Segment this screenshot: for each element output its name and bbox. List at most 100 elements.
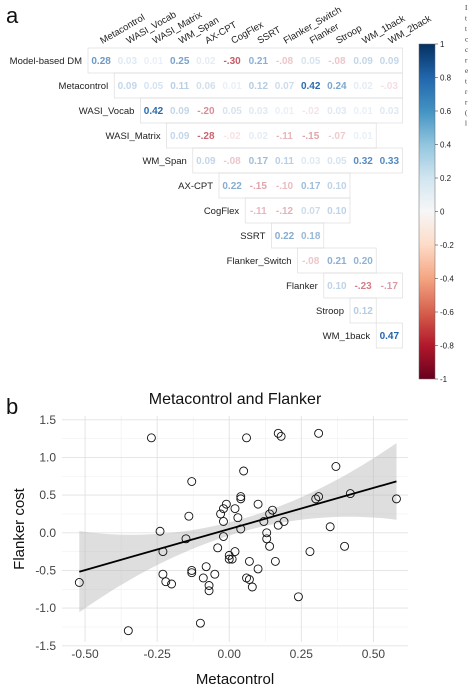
cell-value: 0.10 <box>327 281 347 292</box>
data-point <box>279 517 289 526</box>
data-point <box>187 565 197 575</box>
data-point <box>262 528 272 538</box>
cell-value: 0.05 <box>144 81 164 92</box>
regression-line <box>79 480 397 573</box>
data-point <box>184 511 194 521</box>
y-tick-label: 0.5 <box>39 488 56 502</box>
data-point <box>187 568 197 578</box>
data-point <box>392 494 401 504</box>
cell-value: 0.01 <box>275 106 295 117</box>
data-point <box>244 556 254 566</box>
data-point <box>325 522 335 532</box>
cell-value: -.15 <box>302 131 320 142</box>
cell-value: 0.02 <box>196 56 216 67</box>
side-text-char: I <box>465 4 468 12</box>
data-point <box>253 499 263 509</box>
side-text-char: ( <box>465 109 468 117</box>
side-text-char: l <box>465 120 467 128</box>
x-tick-label: 0.50 <box>362 647 386 661</box>
data-point <box>270 556 280 566</box>
data-point <box>210 569 220 579</box>
cell-value: 0.09 <box>380 56 400 67</box>
side-text-char: c <box>465 36 468 44</box>
cell-value: 0.21 <box>327 256 347 267</box>
data-point <box>158 569 168 579</box>
data-point <box>233 513 243 523</box>
y-tick-label: 1.5 <box>39 413 56 427</box>
cell-value: 0.01 <box>353 131 373 142</box>
cell-value: -.07 <box>328 131 346 142</box>
data-point <box>181 534 191 544</box>
cell-value: 0.02 <box>249 131 269 142</box>
data-point <box>230 504 240 514</box>
side-text-char: t <box>465 78 467 86</box>
cell-value: -.20 <box>197 106 215 117</box>
cell-value: 0.07 <box>301 206 321 217</box>
plot-background <box>62 416 408 642</box>
cell-value: 0.06 <box>196 81 216 92</box>
data-point <box>167 579 177 589</box>
cell-value: 0.03 <box>249 106 269 117</box>
row-label: Model-based DM <box>10 56 82 67</box>
cell-value: 0.18 <box>301 231 321 242</box>
data-point <box>239 466 249 476</box>
x-tick-label: -0.50 <box>71 647 99 661</box>
cell-value: 0.01 <box>353 106 373 117</box>
cell-value: 0.03 <box>327 106 347 117</box>
cell-value: -.23 <box>354 281 372 292</box>
cell-value: 0.09 <box>118 81 138 92</box>
row-label: WM_Span <box>142 156 186 167</box>
cell-value: 0.47 <box>380 331 400 342</box>
data-point <box>276 431 286 441</box>
data-point <box>253 564 263 574</box>
side-text-char: r <box>465 99 468 107</box>
cell-value: 0.17 <box>301 181 321 192</box>
colorbar-tick-label: 0.4 <box>440 141 452 150</box>
data-point <box>198 573 208 583</box>
cell-value: 0.02 <box>353 81 373 92</box>
data-point <box>265 541 275 551</box>
data-point <box>195 618 205 628</box>
x-tick-label: 0.25 <box>290 647 314 661</box>
cell-value: -.02 <box>302 106 320 117</box>
data-point <box>268 505 277 515</box>
colorbar-rect <box>418 43 436 380</box>
cell-value: 0.01 <box>144 56 164 67</box>
cell-value: -.10 <box>276 181 294 192</box>
row-label: Metacontrol <box>59 81 109 92</box>
cell-value: 0.10 <box>327 181 347 192</box>
x-tick-label: 0.00 <box>218 647 242 661</box>
x-axis-title: Metacontrol <box>196 671 274 688</box>
cell-value: 0.03 <box>380 106 400 117</box>
side-text-char: r <box>465 88 468 96</box>
data-point <box>311 494 321 504</box>
data-point <box>216 509 226 519</box>
row-outline <box>375 322 403 349</box>
y-tick-label: -1.5 <box>35 639 56 653</box>
cell-value: -.11 <box>250 206 267 217</box>
cell-value: 0.22 <box>275 231 295 242</box>
cell-value: -.15 <box>250 181 268 192</box>
data-point <box>219 504 228 514</box>
cell-value: 0.09 <box>170 106 190 117</box>
data-point <box>201 562 211 572</box>
cell-value: -.17 <box>381 281 399 292</box>
cell-value: 0.05 <box>301 56 321 67</box>
cell-value: 0.42 <box>301 81 321 92</box>
data-point <box>230 547 240 557</box>
cell-value: 0.21 <box>249 56 269 67</box>
colorbar-tick-label: -0.6 <box>440 308 454 317</box>
cell-value: -.08 <box>302 256 320 267</box>
cell-value: 0.05 <box>222 106 242 117</box>
data-point <box>314 428 324 438</box>
colorbar-tick-label: 1 <box>440 40 445 49</box>
cell-value: 0.33 <box>380 156 400 167</box>
data-point <box>123 626 133 636</box>
y-tick-label: -1.0 <box>35 601 56 615</box>
row-label: WM_1back <box>323 331 371 342</box>
colorbar-tick-label: 0.8 <box>440 74 452 83</box>
cell-value: 0.10 <box>327 206 347 217</box>
cell-value: 0.11 <box>170 81 189 92</box>
side-text-char: r <box>465 57 468 65</box>
